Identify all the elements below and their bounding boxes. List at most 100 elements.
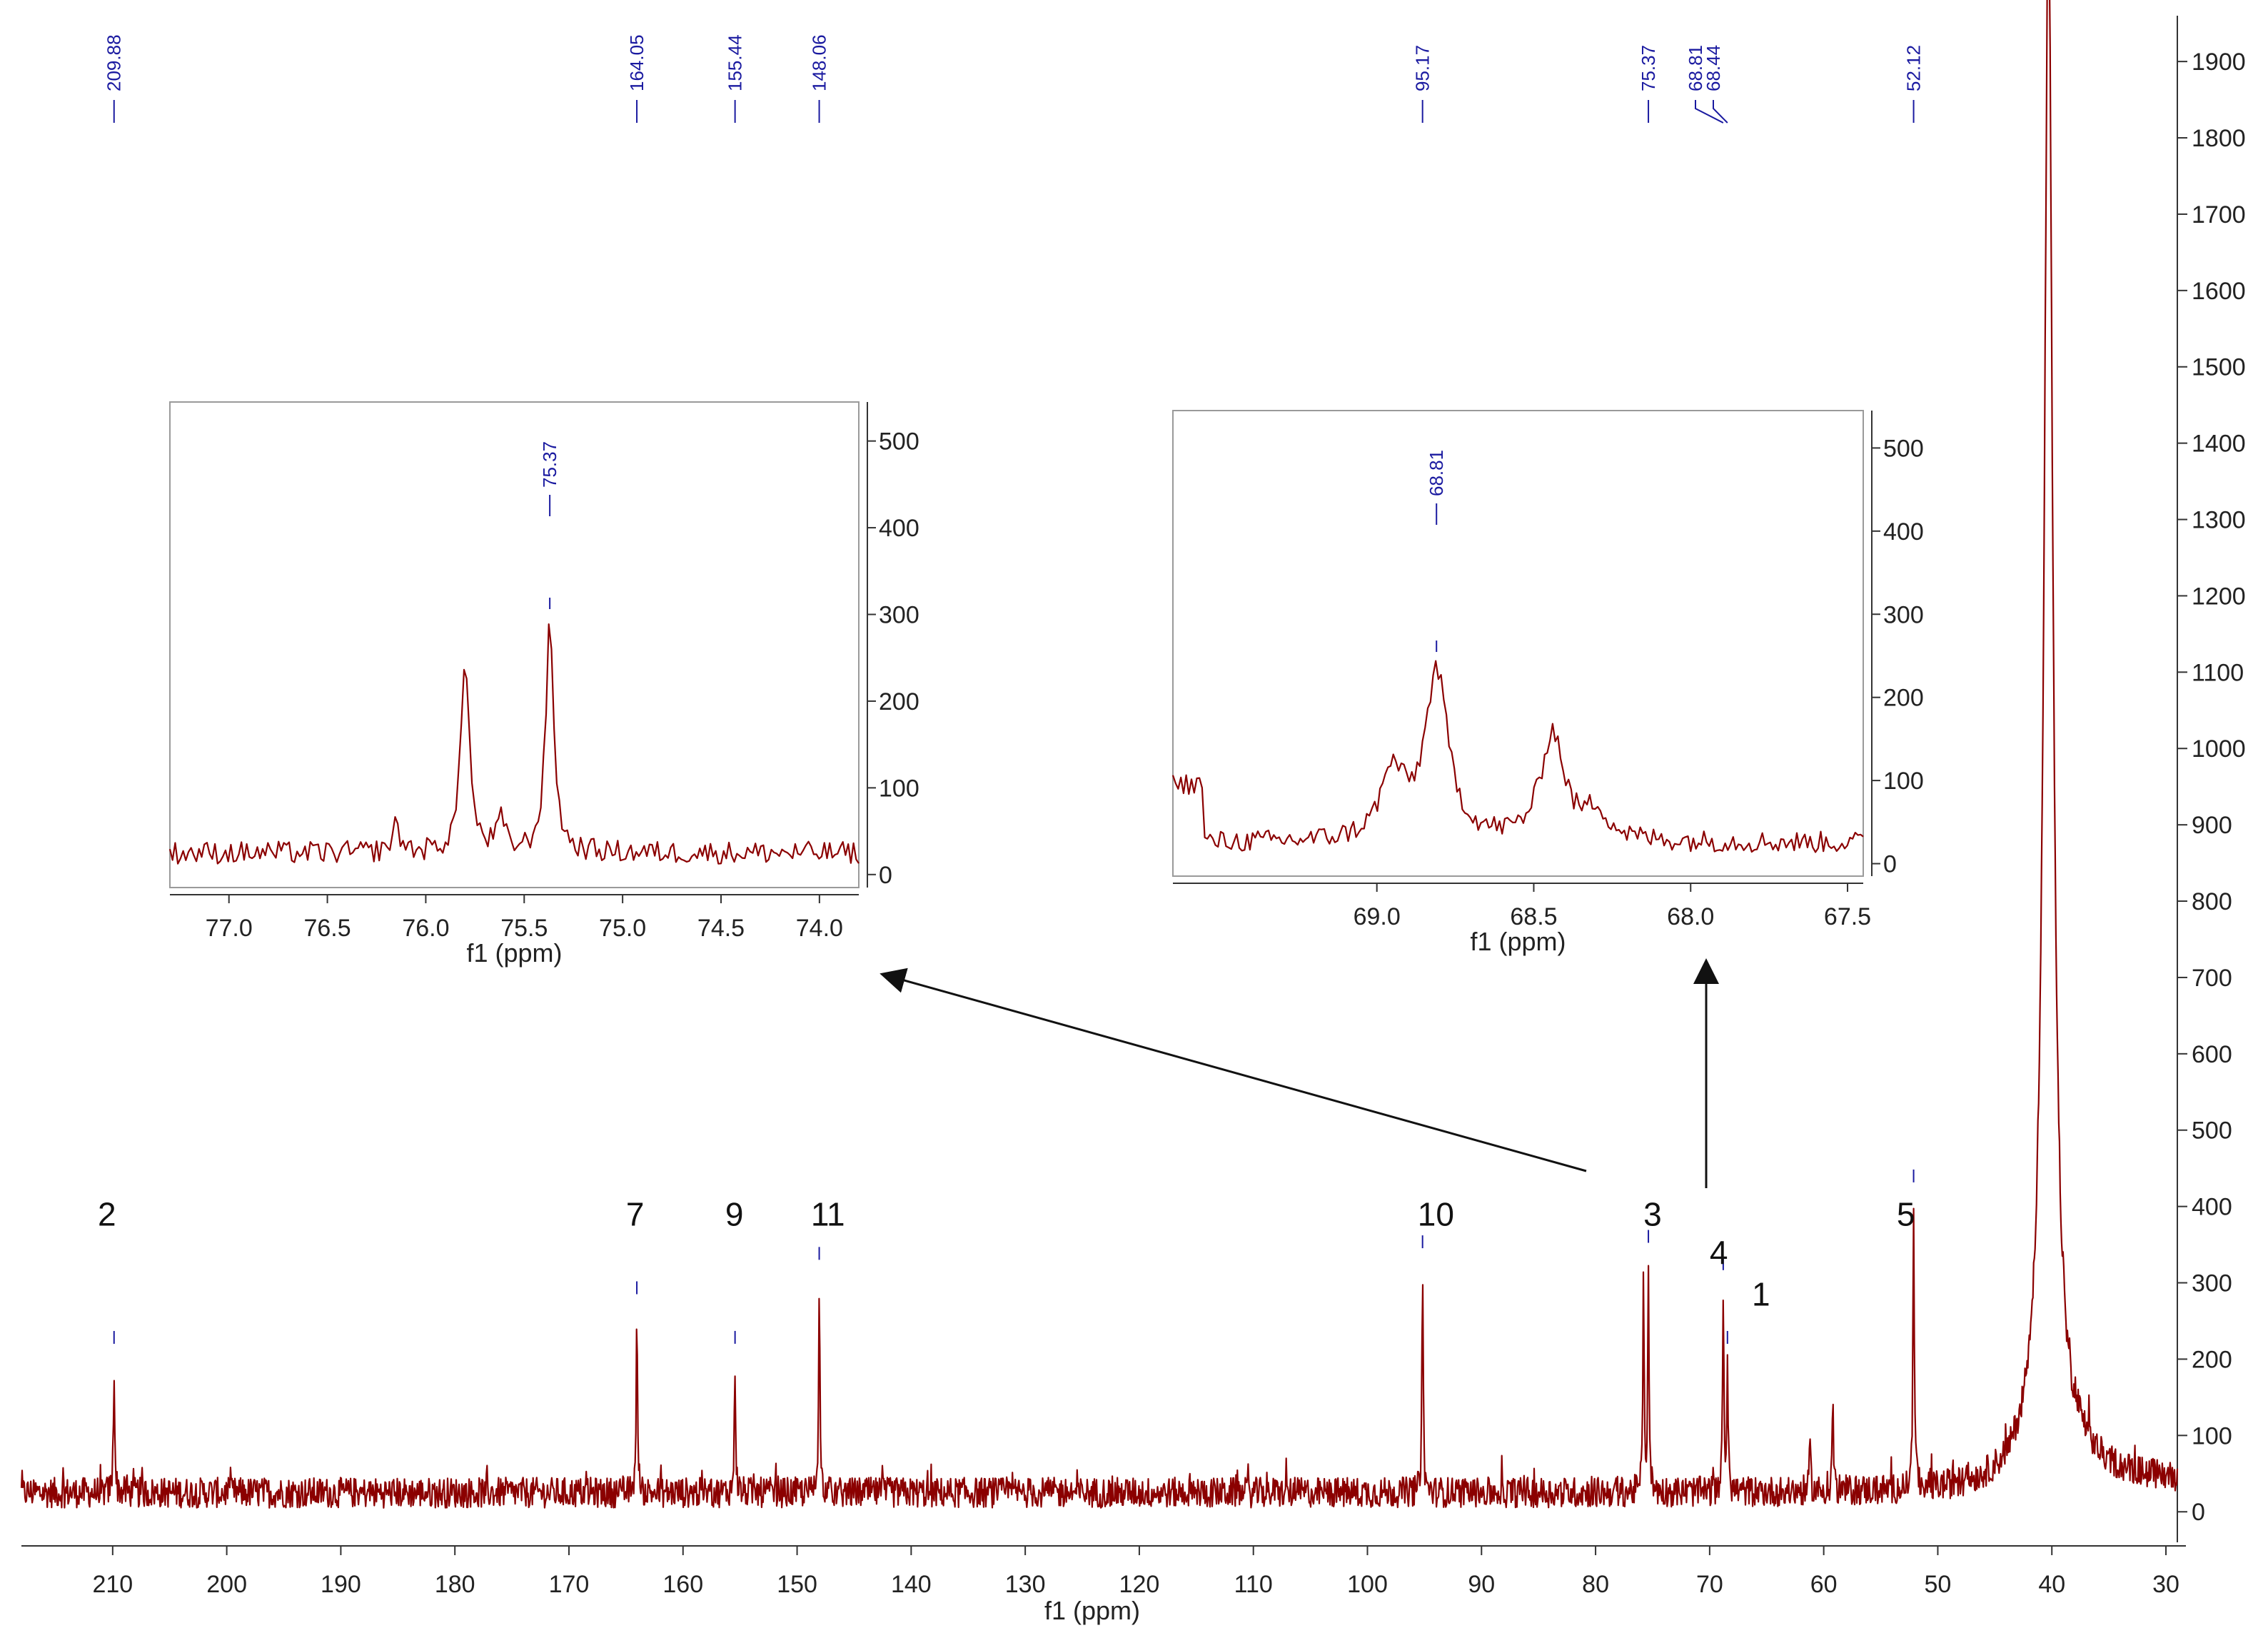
x-tick-label: 150 (777, 1571, 817, 1598)
inset-y-tick-label: 100 (879, 775, 919, 802)
assignment-label: 3 (1643, 1195, 1662, 1232)
inset-frame (169, 401, 860, 888)
peak-label-tick (1695, 100, 1724, 124)
peak-label-text: 164.05 (626, 34, 647, 91)
x-tick-label: 190 (321, 1571, 361, 1598)
inset-x-tick-label: 68.0 (1667, 903, 1714, 930)
inset-spectrum-trace (1171, 660, 1864, 853)
x-tick-label: 200 (206, 1571, 247, 1598)
y-tick-label: 0 (2192, 1499, 2205, 1526)
arrow-to-left-inset (880, 968, 1587, 1172)
x-tick-label: 130 (1005, 1571, 1046, 1598)
x-tick-label: 180 (435, 1571, 475, 1598)
x-tick-label: 70 (1696, 1571, 1723, 1598)
peak-label-text: 68.81 (1685, 45, 1706, 91)
inset-x-tick-label: 75.5 (500, 915, 548, 942)
y-tick-label: 1800 (2192, 125, 2246, 152)
peak-label-text: 95.17 (1412, 45, 1433, 91)
inset-y-tick-label: 300 (879, 602, 919, 629)
x-tick-label: 110 (1234, 1571, 1273, 1598)
inset-y-tick-label: 500 (879, 428, 919, 456)
peak-label: 164.05 (626, 34, 647, 1295)
inset-y-tick-label: 400 (1883, 518, 1924, 546)
x-tick-label: 80 (1582, 1571, 1609, 1598)
peak-label: 209.88 (104, 34, 125, 1345)
inset-x-axis-title: f1 (ppm) (1470, 927, 1566, 956)
peak-label: 75.37 (1638, 45, 1659, 1243)
peak-label: 68.81 (1685, 45, 1724, 1270)
assignment-label: 5 (1897, 1195, 1915, 1232)
inset-y-tick-label: 200 (1883, 685, 1924, 712)
y-tick-label: 1000 (2192, 735, 2246, 763)
assignment-label: 1 (1752, 1276, 1770, 1313)
annotation-arrows (880, 958, 1719, 1188)
inset-x-tick-label: 67.5 (1824, 903, 1871, 930)
y-tick-label: 1400 (2192, 431, 2246, 458)
y-tick-label: 1600 (2192, 278, 2246, 305)
y-tick-label: 600 (2192, 1041, 2232, 1068)
y-tick-label: 800 (2192, 888, 2232, 915)
peak-label-tick (1713, 100, 1728, 124)
main-spectrum (20, 0, 2179, 1509)
inset-y-tick-label: 100 (1883, 768, 1924, 795)
x-tick-label: 210 (92, 1571, 133, 1598)
assignment-label: 10 (1418, 1195, 1454, 1232)
peak-label-text: 52.12 (1903, 45, 1925, 91)
y-tick-label: 100 (2192, 1422, 2232, 1449)
peak-label: 52.12 (1903, 45, 1925, 1182)
peak-label-text: 209.88 (104, 34, 125, 91)
assignment-label: 11 (811, 1195, 845, 1232)
inset-x-tick-label: 76.5 (303, 915, 351, 942)
y-tick-label: 1100 (2192, 659, 2244, 686)
x-tick-label: 120 (1119, 1571, 1160, 1598)
x-tick-label: 140 (891, 1571, 932, 1598)
y-tick-label: 400 (2192, 1194, 2232, 1221)
x-tick-label: 90 (1468, 1571, 1495, 1598)
x-axis-title: f1 (ppm) (1044, 1596, 1140, 1625)
inset-left: 0 100 200 300 400 500 77.0 76.5 76.0 75.5 75.0 74.5… (168, 401, 919, 968)
inset-y-tick-label: 300 (1883, 601, 1924, 628)
peak-label: 68.44 (1703, 45, 1728, 1345)
inset-frame (1172, 410, 1864, 877)
y-tick-label: 1300 (2192, 507, 2246, 534)
peak-label: 95.17 (1412, 45, 1433, 1249)
inset-x-axis-title: f1 (ppm) (466, 938, 562, 968)
assignment-label: 7 (626, 1195, 645, 1232)
assignment-label: 4 (1710, 1234, 1728, 1271)
peak-label-text: 68.44 (1703, 45, 1724, 91)
inset-y-tick-label: 0 (1883, 851, 1897, 878)
inset-y-tick-label: 400 (879, 515, 919, 542)
main-axes: 210 200 190 180 170 160 150 140 130 120 110 100 90 80… (21, 16, 2246, 1625)
inset-x-tick-label: 75.0 (599, 915, 646, 942)
assignment-labels: 2 7 9 11 10 3 41 5 (98, 1195, 1915, 1312)
inset-x-tick-label: 76.0 (402, 915, 449, 942)
x-tick-label: 60 (1810, 1571, 1838, 1598)
x-tick-label: 30 (2152, 1571, 2179, 1598)
peak-label-text: 148.06 (809, 34, 830, 91)
inset-x-tick-label: 77.0 (206, 915, 253, 942)
peak-label-text: 75.37 (1638, 45, 1659, 91)
peak-label: 155.44 (725, 34, 746, 1344)
y-tick-label: 300 (2192, 1270, 2232, 1297)
y-tick-label: 200 (2192, 1346, 2232, 1373)
y-tick-label: 1200 (2192, 583, 2246, 610)
inset-x-tick-label: 74.5 (697, 915, 745, 942)
inset-y-tick-label: 500 (1883, 435, 1924, 462)
y-tick-label: 1500 (2192, 354, 2246, 381)
spectrum-trace (20, 0, 2179, 1509)
x-tick-label: 100 (1347, 1571, 1388, 1598)
x-tick-label: 160 (662, 1571, 703, 1598)
x-tick-label: 50 (1925, 1571, 1952, 1598)
peak-label-text: 155.44 (725, 34, 746, 91)
inset-peak-label: 75.37 (539, 441, 560, 488)
inset-x-tick-label: 68.5 (1510, 903, 1557, 930)
y-tick-label: 500 (2192, 1117, 2232, 1145)
inset-x-tick-label: 69.0 (1354, 903, 1401, 930)
y-tick-label: 900 (2192, 812, 2232, 839)
inset-spectrum-trace (168, 623, 860, 865)
x-tick-label: 40 (2038, 1571, 2065, 1598)
inset-y-tick-label: 200 (879, 688, 919, 715)
assignment-label: 9 (725, 1195, 744, 1232)
y-tick-label: 1700 (2192, 201, 2246, 228)
